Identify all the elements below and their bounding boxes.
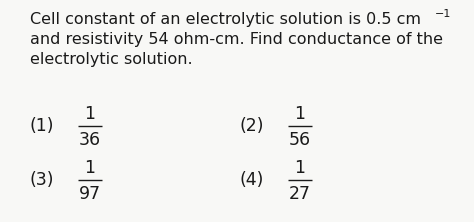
Text: 1: 1 (84, 159, 95, 177)
Text: and resistivity 54 ohm-cm. Find conductance of the: and resistivity 54 ohm-cm. Find conducta… (30, 32, 443, 47)
Text: −1: −1 (435, 9, 451, 19)
Text: 1: 1 (84, 105, 95, 123)
Text: 27: 27 (289, 185, 311, 203)
Text: 56: 56 (289, 131, 311, 149)
Text: (4): (4) (240, 171, 264, 189)
Text: (3): (3) (30, 171, 55, 189)
Text: 36: 36 (79, 131, 101, 149)
Text: 1: 1 (294, 105, 306, 123)
Text: electrolytic solution.: electrolytic solution. (30, 52, 192, 67)
Text: Cell constant of an electrolytic solution is 0.5 cm: Cell constant of an electrolytic solutio… (30, 12, 421, 27)
Text: (2): (2) (240, 117, 264, 135)
Text: (1): (1) (30, 117, 55, 135)
Text: 97: 97 (79, 185, 101, 203)
Text: 1: 1 (294, 159, 306, 177)
